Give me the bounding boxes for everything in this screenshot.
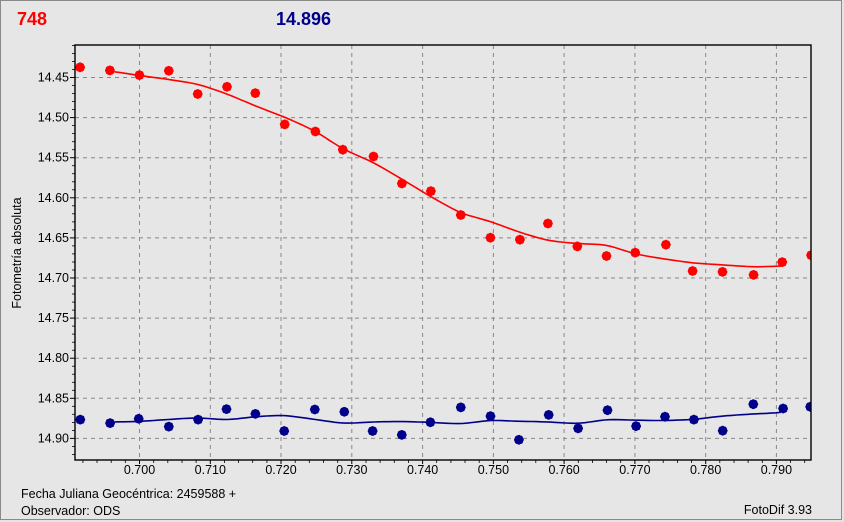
svg-text:0.760: 0.760 (548, 463, 579, 477)
svg-text:Fecha Juliana Geocéntrica: 245: Fecha Juliana Geocéntrica: 2459588 + (21, 487, 236, 501)
svg-text:0.790: 0.790 (761, 463, 792, 477)
svg-text:14.85: 14.85 (38, 391, 69, 405)
svg-text:0.770: 0.770 (619, 463, 650, 477)
svg-text:0.740: 0.740 (407, 463, 438, 477)
svg-text:14.50: 14.50 (38, 111, 69, 125)
svg-text:14.75: 14.75 (38, 311, 69, 325)
svg-text:0.700: 0.700 (124, 463, 155, 477)
svg-text:14.55: 14.55 (38, 151, 69, 165)
svg-text:14.70: 14.70 (38, 271, 69, 285)
svg-text:14.45: 14.45 (38, 71, 69, 85)
svg-text:0.730: 0.730 (336, 463, 367, 477)
svg-text:0.710: 0.710 (195, 463, 226, 477)
svg-text:FotoDif 3.93: FotoDif 3.93 (744, 503, 812, 517)
svg-text:Fotometría absoluta: Fotometría absoluta (10, 197, 24, 308)
svg-text:Observador: ODS: Observador: ODS (21, 504, 120, 518)
svg-text:14.90: 14.90 (38, 431, 69, 445)
svg-text:0.750: 0.750 (478, 463, 509, 477)
svg-text:0.780: 0.780 (690, 463, 721, 477)
svg-text:0.720: 0.720 (265, 463, 296, 477)
svg-text:14.65: 14.65 (38, 231, 69, 245)
svg-text:14.80: 14.80 (38, 351, 69, 365)
svg-text:14.60: 14.60 (38, 191, 69, 205)
